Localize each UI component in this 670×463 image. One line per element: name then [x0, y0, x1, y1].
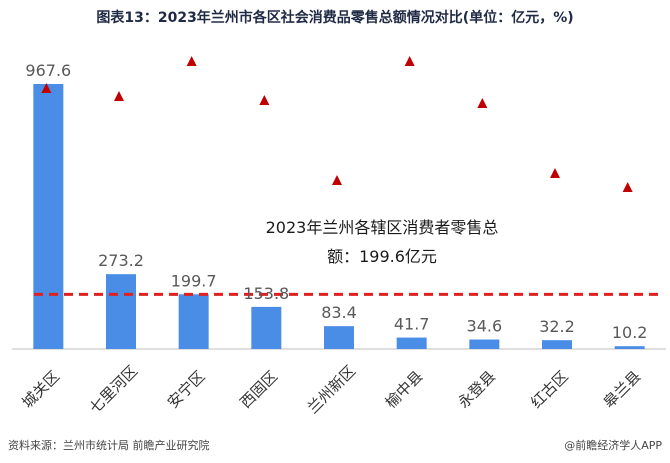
marker-1: [114, 91, 124, 101]
marker-3: [259, 95, 270, 105]
value-label-8: 10.2: [612, 323, 648, 342]
brand-credit: @前瞻经济学人APP: [564, 439, 662, 452]
average-annotation-line1: 2023年兰州各辖区消费者零售总: [266, 218, 499, 237]
bar-3: [251, 306, 282, 349]
bar-2: [178, 294, 209, 349]
marker-0: [41, 83, 52, 93]
category-label-4: 兰州新区: [304, 362, 359, 417]
category-label-2: 安宁区: [164, 367, 209, 412]
marker-6: [477, 98, 488, 108]
value-label-4: 83.4: [321, 303, 357, 322]
chart-title: 图表13：2023年兰州市各区社会消费品零售总额情况对比(单位：亿元，%): [96, 10, 574, 26]
bar-8: [614, 346, 645, 349]
value-label-2: 199.7: [171, 271, 217, 290]
value-label-0: 967.6: [25, 61, 71, 80]
marker-2: [186, 56, 197, 66]
value-label-5: 41.7: [394, 315, 430, 334]
category-label-5: 榆中县: [382, 367, 427, 412]
bar-4: [324, 326, 354, 349]
category-label-7: 红古区: [527, 367, 572, 412]
bar-1: [106, 274, 136, 349]
source-note: 资料来源：兰州市统计局 前瞻产业研究院: [8, 439, 210, 452]
category-label-1: 七里河区: [86, 362, 141, 417]
bar-6: [469, 339, 500, 349]
value-label-3: 153.8: [243, 284, 289, 303]
marker-4: [332, 175, 342, 185]
bar-5: [396, 337, 427, 349]
category-label-6: 永登县: [455, 367, 500, 412]
value-label-1: 273.2: [98, 251, 144, 270]
average-annotation-line2: 额：199.6亿元: [327, 247, 437, 266]
category-label-0: 城关区: [19, 367, 64, 412]
marker-8: [622, 182, 633, 192]
category-label-3: 西固区: [237, 367, 282, 412]
marker-7: [550, 168, 560, 178]
marker-5: [404, 56, 415, 66]
bar-0: [33, 84, 64, 349]
category-label-8: 皋兰县: [600, 367, 645, 412]
value-label-7: 32.2: [539, 317, 575, 336]
bar-7: [542, 340, 572, 349]
value-label-6: 34.6: [467, 317, 503, 336]
